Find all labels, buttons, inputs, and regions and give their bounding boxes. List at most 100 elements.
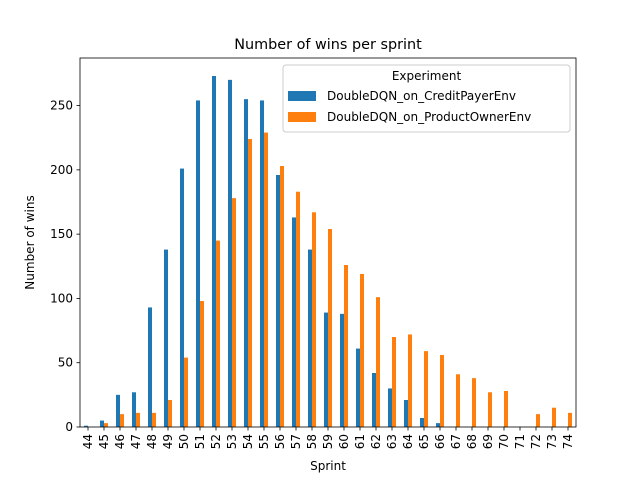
x-axis: 44 45 46 47 48 49 50 51 52 53 54 55 56 57 58 59 60 61 62 63… bbox=[81, 427, 575, 449]
x-tick-label: 47 bbox=[129, 434, 143, 449]
bar-series-1-sprint-48 bbox=[152, 412, 156, 427]
bar-series-1-sprint-74 bbox=[568, 412, 572, 427]
bar-series-1-sprint-68 bbox=[472, 378, 476, 427]
bar-series-1-sprint-72 bbox=[536, 414, 540, 427]
legend-label-product-owner: DoubleDQN_on_ProductOwnerEnv bbox=[327, 110, 531, 124]
bar-series-1-sprint-62 bbox=[376, 297, 380, 427]
bar-series-1-sprint-53 bbox=[232, 198, 236, 427]
bar-series-0-sprint-53 bbox=[228, 79, 232, 428]
x-tick-label: 69 bbox=[481, 434, 495, 449]
plot-frame bbox=[79, 57, 577, 428]
bar-series-0-sprint-59 bbox=[324, 312, 328, 427]
bar-series-0-sprint-52 bbox=[212, 76, 216, 427]
x-tick-label: 67 bbox=[449, 434, 463, 449]
bar-series-1-sprint-59 bbox=[328, 229, 332, 427]
legend-box bbox=[282, 64, 571, 133]
bar-series-1-sprint-55 bbox=[264, 132, 268, 427]
bar-series-0-sprint-44 bbox=[84, 425, 88, 427]
bar-series-0-sprint-49 bbox=[164, 249, 168, 427]
x-tick-label: 44 bbox=[81, 434, 95, 449]
bar-series-0-sprint-56 bbox=[276, 175, 280, 427]
plot-area bbox=[84, 76, 572, 428]
x-tick-label: 55 bbox=[257, 434, 271, 449]
bar-series-1-sprint-49 bbox=[168, 400, 172, 427]
bar-series-0-sprint-63 bbox=[388, 388, 392, 427]
bar-series-1-sprint-54 bbox=[248, 139, 252, 427]
bar-series-0-sprint-48 bbox=[148, 307, 152, 427]
bar-series-0-sprint-45 bbox=[100, 420, 104, 427]
x-tick-label: 59 bbox=[321, 434, 335, 449]
y-axis-label: Number of wins bbox=[23, 195, 37, 289]
x-tick-label: 56 bbox=[273, 434, 287, 449]
x-tick-label: 51 bbox=[193, 434, 207, 449]
x-tick-label: 61 bbox=[353, 434, 367, 449]
bar-series-1-sprint-46 bbox=[120, 414, 124, 427]
y-tick-label: 0 bbox=[65, 420, 73, 434]
x-tick-label: 71 bbox=[513, 434, 527, 449]
bar-series-1-sprint-67 bbox=[456, 374, 460, 427]
bar-series-0-sprint-65 bbox=[420, 418, 424, 427]
bar-series-0-sprint-62 bbox=[372, 373, 376, 427]
chart-title: Number of wins per sprint bbox=[234, 37, 422, 53]
bar-series-1-sprint-73 bbox=[552, 407, 556, 427]
y-tick-label: 50 bbox=[58, 356, 73, 370]
bar-series-0-sprint-47 bbox=[132, 392, 136, 427]
bar-series-1-sprint-64 bbox=[408, 334, 412, 427]
bar-series-0-sprint-60 bbox=[340, 313, 344, 427]
x-tick-label: 68 bbox=[465, 434, 479, 449]
bar-series-1-sprint-70 bbox=[504, 391, 508, 427]
legend-label-credit-payer: DoubleDQN_on_CreditPayerEnv bbox=[327, 89, 516, 103]
x-tick-label: 45 bbox=[97, 434, 111, 449]
bar-series-0-sprint-50 bbox=[180, 168, 184, 427]
y-tick-label: 200 bbox=[50, 163, 73, 177]
x-tick-label: 73 bbox=[545, 434, 559, 449]
bar-series-0-sprint-54 bbox=[244, 99, 248, 427]
bar-series-1-sprint-58 bbox=[312, 212, 316, 427]
bar-series-1-sprint-61 bbox=[360, 274, 364, 427]
bar-series-1-sprint-45 bbox=[104, 423, 108, 427]
y-tick-label: 150 bbox=[50, 227, 73, 241]
bar-series-0-sprint-64 bbox=[404, 400, 408, 427]
x-tick-label: 65 bbox=[417, 434, 431, 449]
x-tick-label: 57 bbox=[289, 434, 303, 449]
x-tick-label: 74 bbox=[561, 434, 575, 449]
x-tick-label: 58 bbox=[305, 434, 319, 449]
x-tick-label: 54 bbox=[241, 434, 255, 449]
bar-series-1-sprint-56 bbox=[280, 166, 284, 427]
bar-series-1-sprint-65 bbox=[424, 351, 428, 427]
bar-series-1-sprint-69 bbox=[488, 392, 492, 427]
x-tick-label: 60 bbox=[337, 434, 351, 449]
x-tick-label: 72 bbox=[529, 434, 543, 449]
bar-series-0-sprint-46 bbox=[116, 394, 120, 427]
y-tick-label: 250 bbox=[50, 99, 73, 113]
x-tick-label: 63 bbox=[385, 434, 399, 449]
bar-series-1-sprint-51 bbox=[200, 301, 204, 427]
y-tick-label: 100 bbox=[50, 291, 73, 305]
bar-series-0-sprint-61 bbox=[356, 348, 360, 427]
x-tick-label: 64 bbox=[401, 434, 415, 449]
legend: Experiment DoubleDQN_on_CreditPayerEnv D… bbox=[282, 64, 571, 133]
x-axis-label: Sprint bbox=[310, 459, 346, 473]
legend-swatch-credit-payer bbox=[288, 91, 316, 101]
bar-series-1-sprint-63 bbox=[392, 337, 396, 427]
bar-series-0-sprint-55 bbox=[260, 100, 264, 428]
x-tick-label: 48 bbox=[145, 434, 159, 449]
bar-series-1-sprint-60 bbox=[344, 265, 348, 427]
bar-series-1-sprint-47 bbox=[136, 412, 140, 427]
x-tick-label: 52 bbox=[209, 434, 223, 449]
bar-series-0-sprint-66 bbox=[436, 423, 440, 427]
y-axis: 0 50 100 150 200 250 bbox=[50, 99, 80, 434]
bar-series-0-sprint-58 bbox=[308, 249, 312, 427]
x-tick-label: 46 bbox=[113, 434, 127, 449]
x-tick-label: 66 bbox=[433, 434, 447, 449]
x-tick-label: 53 bbox=[225, 434, 239, 449]
bar-series-1-sprint-66 bbox=[440, 355, 444, 427]
bar-series-1-sprint-50 bbox=[184, 357, 188, 427]
bar-series-1-sprint-57 bbox=[296, 191, 300, 427]
x-tick-label: 49 bbox=[161, 434, 175, 449]
x-tick-label: 50 bbox=[177, 434, 191, 449]
bar-series-0-sprint-57 bbox=[292, 217, 296, 427]
x-tick-label: 70 bbox=[497, 434, 511, 449]
bar-series-0-sprint-51 bbox=[196, 100, 200, 428]
